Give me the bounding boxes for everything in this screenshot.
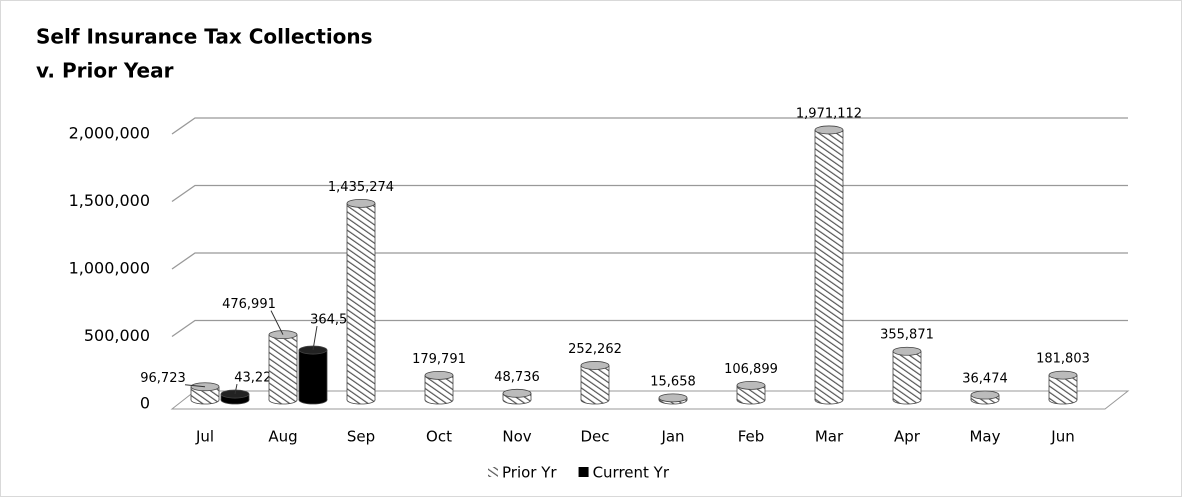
- x-tick-label: Dec: [580, 428, 609, 446]
- bar: [268, 330, 298, 405]
- x-tick-label: Sep: [347, 428, 375, 446]
- x-tick-label: Apr: [894, 428, 921, 446]
- legend-swatch: [578, 467, 589, 477]
- leader-line: [312, 325, 318, 351]
- y-tick-label: 1,000,000: [69, 259, 150, 278]
- y-tick-label: 1,500,000: [69, 191, 150, 210]
- data-label: 48,736: [494, 370, 540, 385]
- data-label: 355,871: [880, 328, 934, 343]
- leader-line: [184, 384, 206, 388]
- x-tick-label: Mar: [815, 428, 844, 446]
- bar: [298, 345, 328, 405]
- bar: [892, 346, 922, 405]
- data-label: 15,658: [650, 374, 696, 389]
- bar: [1048, 370, 1078, 405]
- legend-swatch: [488, 467, 498, 477]
- bar: [424, 370, 454, 405]
- leader-line: [234, 383, 238, 395]
- legend-label: Prior Yr: [502, 464, 557, 482]
- legend-label: Current Yr: [593, 464, 670, 482]
- x-tick-label: Jan: [660, 428, 684, 446]
- data-label: 179,791: [412, 352, 466, 367]
- data-label: 1,435,274: [328, 180, 394, 195]
- data-label: 252,262: [568, 342, 622, 357]
- grid-line: [171, 117, 1128, 135]
- x-tick-label: Jul: [195, 428, 214, 446]
- x-tick-label: Aug: [268, 428, 297, 446]
- data-label: 36,474: [962, 372, 1008, 387]
- y-tick-label: 0: [140, 394, 150, 413]
- x-tick-label: Feb: [738, 428, 765, 446]
- x-tick-label: May: [969, 428, 1000, 446]
- bar: [736, 380, 766, 405]
- bar: [580, 361, 610, 405]
- data-label: 181,803: [1036, 352, 1090, 367]
- data-label: 43,229: [234, 371, 280, 386]
- y-tick-label: 2,000,000: [69, 124, 150, 143]
- bar: [502, 388, 532, 405]
- data-label: 1,971,112: [796, 106, 862, 121]
- bar: [814, 125, 844, 405]
- chart-title: Self Insurance Tax Collections: [36, 25, 373, 49]
- data-label: 476,991: [222, 297, 276, 312]
- x-tick-label: Jun: [1050, 428, 1074, 446]
- x-tick-label: Nov: [502, 428, 531, 446]
- bar: [970, 390, 1000, 405]
- floor: [170, 390, 1130, 410]
- chart-title: v. Prior Year: [36, 59, 174, 83]
- leader-line: [270, 310, 284, 335]
- x-tick-label: Oct: [426, 428, 452, 446]
- data-label: 96,723: [140, 371, 186, 386]
- data-label: 106,899: [724, 362, 778, 377]
- bar: [346, 198, 376, 405]
- bar: [658, 393, 688, 405]
- y-tick-label: 500,000: [84, 326, 150, 345]
